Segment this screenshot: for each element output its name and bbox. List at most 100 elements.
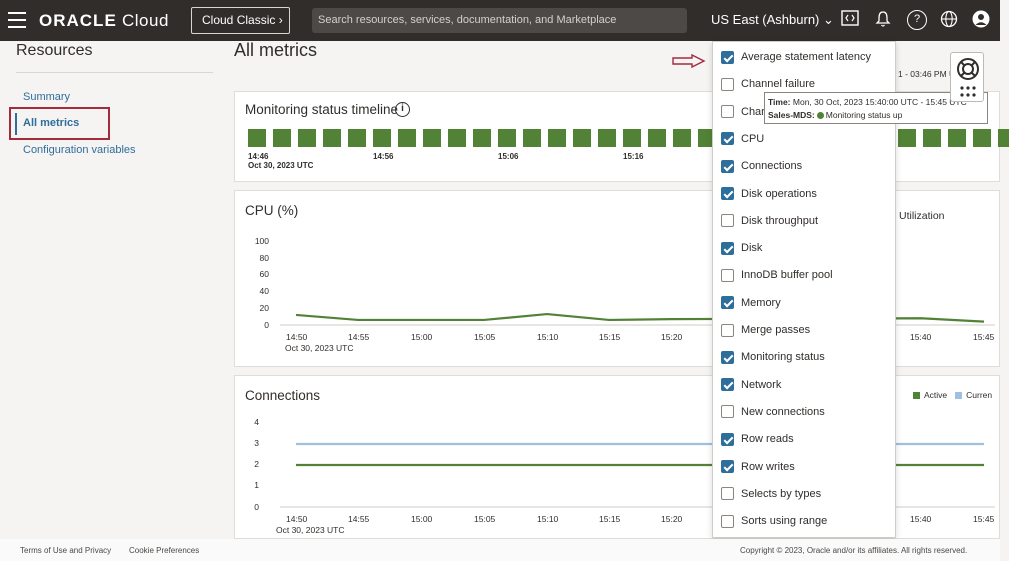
metric-option[interactable]: Row writes: [721, 457, 795, 477]
legend-active-swatch: [913, 391, 920, 399]
legend-current-swatch: [955, 391, 963, 399]
metric-option[interactable]: Memory: [721, 293, 781, 313]
status-block[interactable]: [473, 129, 491, 147]
metric-option-label: Memory: [741, 296, 781, 309]
metric-checkbox[interactable]: [721, 268, 734, 282]
metric-option[interactable]: Monitoring status: [721, 347, 825, 367]
status-block[interactable]: [623, 129, 641, 147]
metric-option[interactable]: Disk: [721, 238, 762, 258]
status-block[interactable]: [973, 129, 991, 147]
metric-option[interactable]: Average statement latency: [721, 47, 871, 67]
metric-checkbox[interactable]: [721, 132, 734, 146]
status-block[interactable]: [398, 129, 416, 147]
status-block[interactable]: [598, 129, 616, 147]
info-icon[interactable]: i: [395, 102, 410, 117]
metric-option-label: Sorts using range: [741, 515, 828, 528]
metric-option[interactable]: Network: [721, 375, 781, 395]
metric-checkbox[interactable]: [721, 432, 734, 446]
metric-option[interactable]: Char: [721, 102, 765, 122]
status-block[interactable]: [523, 129, 541, 147]
metric-checkbox[interactable]: [721, 105, 734, 119]
status-block[interactable]: [498, 129, 516, 147]
y-tick-label: 40: [259, 286, 269, 296]
metric-checkbox[interactable]: [721, 77, 734, 91]
metric-option[interactable]: Channel failure: [721, 74, 815, 94]
metric-option[interactable]: New connections: [721, 402, 825, 422]
metric-checkbox[interactable]: [721, 514, 734, 528]
tooltip-series-value: Monitoring status up: [825, 110, 903, 120]
metric-option-label: Disk: [741, 242, 763, 255]
code-editor-icon[interactable]: [840, 10, 860, 30]
metric-checkbox[interactable]: [721, 187, 734, 200]
metric-option[interactable]: Selects by types: [721, 484, 821, 504]
metric-option-label: Disk throughput: [741, 214, 819, 227]
timeline-tick: 15:06: [498, 152, 519, 161]
metric-option[interactable]: Merge passes: [721, 320, 810, 340]
user-profile-icon[interactable]: [971, 10, 991, 30]
metric-checkbox[interactable]: [721, 487, 734, 501]
y-tick-label: 60: [259, 269, 269, 279]
region-selector[interactable]: US East (Ashburn) ⌄: [711, 12, 834, 27]
language-globe-icon[interactable]: [939, 10, 959, 30]
metric-checkbox[interactable]: [721, 323, 734, 337]
metric-option[interactable]: Disk operations: [721, 184, 817, 204]
metric-option[interactable]: InnoDB buffer pool: [721, 265, 833, 285]
sidebar-item-all-metrics[interactable]: All metrics: [23, 117, 80, 129]
metric-checkbox[interactable]: [721, 296, 734, 310]
metric-option[interactable]: Connections: [721, 156, 802, 176]
x-tick-label: 15:00: [411, 514, 433, 524]
metric-option[interactable]: Disk throughput: [721, 211, 818, 231]
oracle-cloud-logo[interactable]: ORACLE Cloud: [39, 11, 169, 30]
chart-tooltip: Time: Mon, 30 Oct, 2023 15:40:00 UTC - 1…: [764, 92, 988, 124]
metric-checkbox[interactable]: [721, 350, 734, 364]
search-input[interactable]: Search resources, services, documentatio…: [312, 8, 687, 33]
notifications-bell-icon[interactable]: [873, 10, 893, 30]
status-block[interactable]: [248, 129, 266, 147]
x-tick-label: 15:45: [973, 332, 995, 342]
metric-checkbox[interactable]: [721, 378, 734, 392]
help-widget[interactable]: [950, 52, 984, 102]
status-block[interactable]: [648, 129, 666, 147]
hamburger-menu-icon[interactable]: [8, 12, 26, 28]
status-block[interactable]: [273, 129, 291, 147]
terms-link[interactable]: Terms of Use and Privacy: [20, 546, 112, 555]
help-icon[interactable]: ?: [907, 10, 927, 30]
status-block[interactable]: [898, 129, 916, 147]
x-tick-label: 15:00: [411, 332, 433, 342]
metric-option[interactable]: Row reads: [721, 429, 794, 449]
status-block[interactable]: [423, 129, 441, 147]
metric-checkbox[interactable]: [721, 241, 734, 255]
status-block[interactable]: [573, 129, 591, 147]
status-block[interactable]: [998, 129, 1009, 147]
metric-checkbox[interactable]: [721, 405, 734, 419]
apps-grid-icon[interactable]: [960, 86, 976, 98]
cookie-preferences-link[interactable]: Cookie Preferences: [129, 546, 200, 555]
metric-checkbox[interactable]: [721, 214, 734, 228]
metric-option-label: CPU: [741, 132, 765, 145]
status-block[interactable]: [298, 129, 316, 147]
status-block[interactable]: [948, 129, 966, 147]
cloud-classic-button[interactable]: Cloud Classic ›: [191, 7, 290, 34]
lifebuoy-icon[interactable]: [956, 57, 980, 81]
status-block[interactable]: [548, 129, 566, 147]
metric-option[interactable]: CPU: [721, 129, 764, 149]
status-block[interactable]: [673, 129, 691, 147]
y-tick-label: 4: [254, 417, 259, 427]
sidebar-item-summary[interactable]: Summary: [23, 91, 71, 103]
metric-checkbox[interactable]: [721, 159, 734, 173]
status-block[interactable]: [348, 129, 366, 147]
metric-option-label: InnoDB buffer pool: [741, 269, 833, 282]
status-block[interactable]: [323, 129, 341, 147]
status-block[interactable]: [923, 129, 941, 147]
metric-option-label: Average statement latency: [741, 51, 872, 63]
status-block[interactable]: [373, 129, 391, 147]
metric-option[interactable]: Sorts using range: [721, 511, 827, 531]
metric-option-label: Connections: [741, 160, 803, 173]
x-tick-label: 15:20: [661, 514, 683, 524]
sidebar-item-configuration-variables[interactable]: Configuration variables: [23, 144, 136, 156]
annotation-arrow-icon: [672, 54, 706, 68]
metric-checkbox[interactable]: [721, 460, 734, 473]
metric-checkbox[interactable]: [721, 50, 734, 64]
status-block[interactable]: [448, 129, 466, 147]
status-block[interactable]: [698, 129, 716, 147]
